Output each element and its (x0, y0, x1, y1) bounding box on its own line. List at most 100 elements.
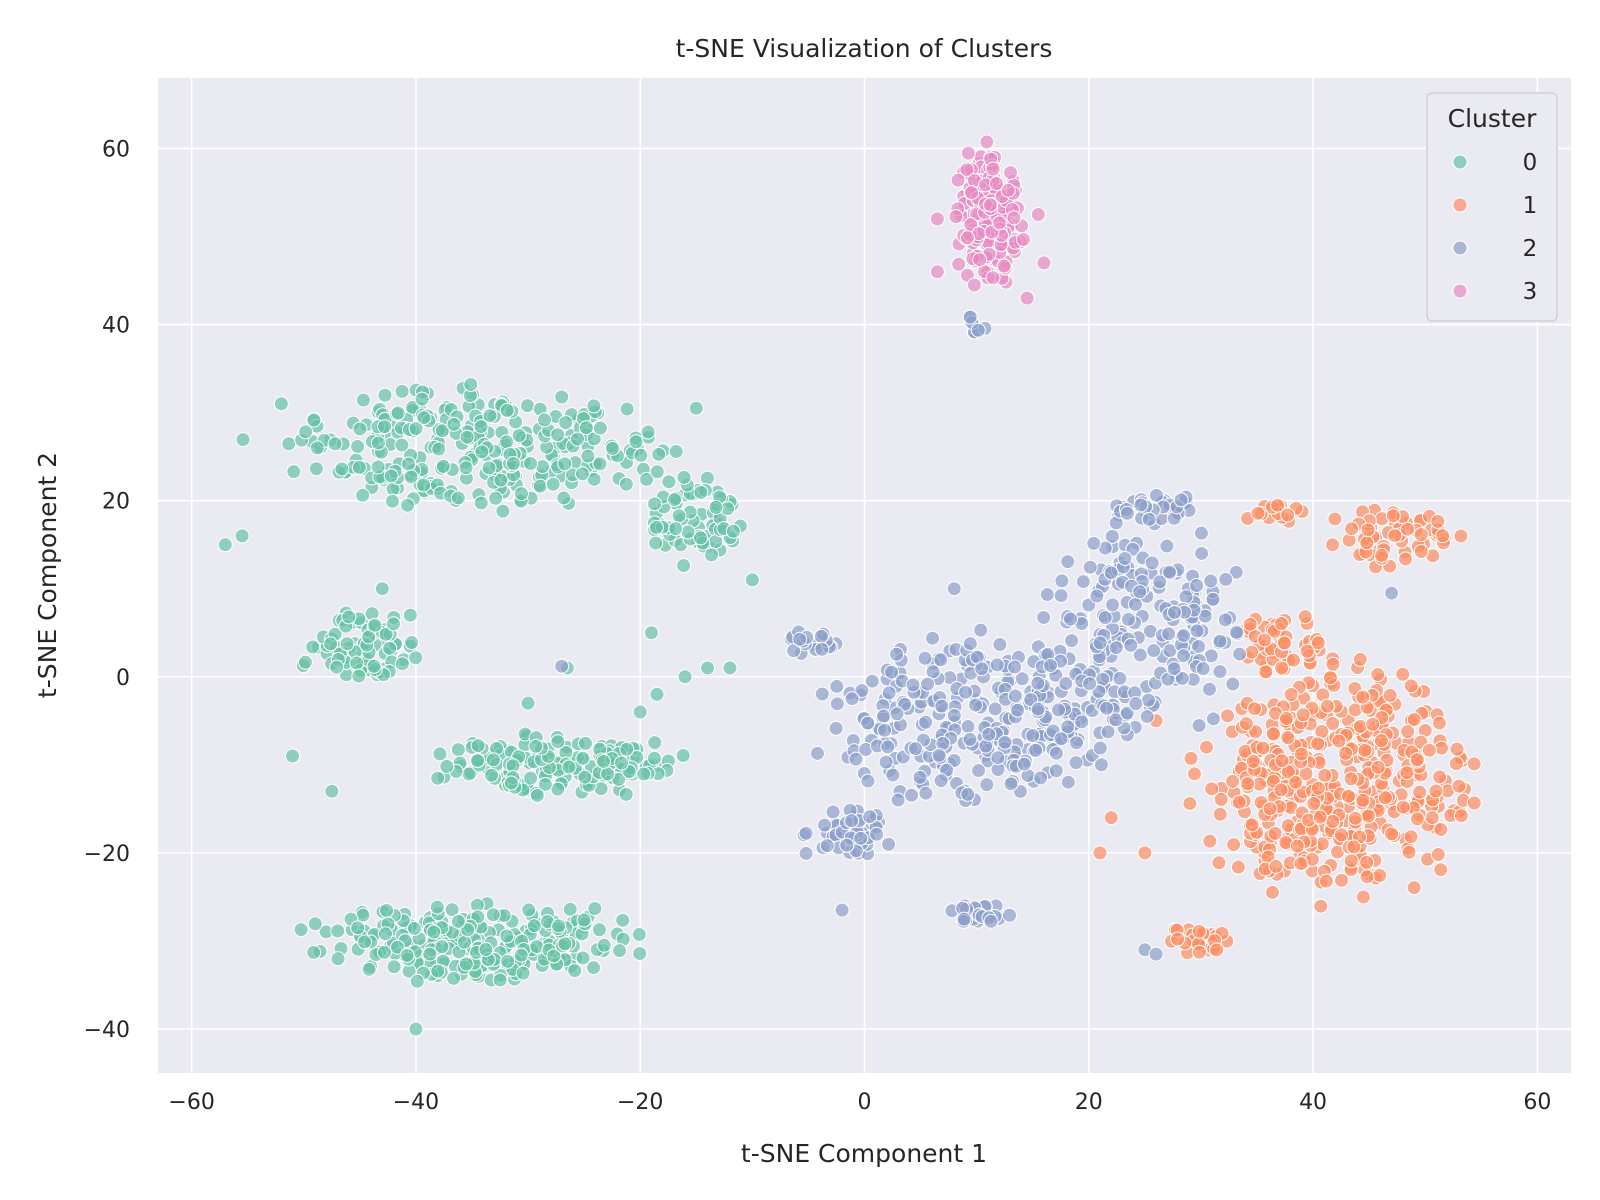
scatter-point-cluster-1 (1317, 767, 1333, 783)
scatter-point-cluster-0 (633, 447, 649, 463)
scatter-point-cluster-2 (1060, 719, 1076, 735)
scatter-point-cluster-2 (960, 718, 976, 734)
scatter-point-cluster-0 (643, 625, 659, 641)
scatter-point-cluster-1 (1202, 833, 1218, 849)
scatter-point-cluster-2 (1092, 740, 1108, 756)
scatter-point-cluster-0 (520, 398, 536, 414)
scatter-point-cluster-2 (1140, 692, 1156, 708)
scatter-point-cluster-0 (399, 947, 415, 963)
scatter-point-cluster-2 (1103, 565, 1119, 581)
scatter-point-cluster-2 (933, 773, 949, 789)
scatter-point-cluster-2 (1014, 671, 1030, 687)
scatter-point-cluster-2 (825, 804, 841, 820)
y-tick-label: 60 (102, 137, 130, 162)
scatter-point-cluster-2 (918, 714, 934, 730)
scatter-point-cluster-0 (474, 444, 490, 460)
scatter-point-cluster-3 (960, 145, 976, 161)
scatter-point-cluster-0 (329, 659, 345, 675)
scatter-point-cluster-0 (361, 961, 377, 977)
scatter-point-cluster-0 (273, 396, 289, 412)
scatter-point-cluster-0 (306, 944, 322, 960)
scatter-point-cluster-0 (605, 440, 621, 456)
scatter-point-cluster-0 (376, 944, 392, 960)
scatter-point-cluster-3 (929, 211, 945, 227)
scatter-point-cluster-1 (1213, 791, 1229, 807)
scatter-point-cluster-2 (1384, 585, 1400, 601)
scatter-point-cluster-1 (1355, 792, 1371, 808)
scatter-point-cluster-2 (1060, 554, 1076, 570)
scatter-point-cluster-1 (1331, 733, 1347, 749)
scatter-point-cluster-1 (1343, 853, 1359, 869)
scatter-point-cluster-0 (355, 392, 371, 408)
scatter-point-cluster-0 (648, 519, 664, 535)
scatter-point-cluster-2 (1205, 591, 1221, 607)
scatter-point-cluster-1 (1451, 778, 1467, 794)
scatter-point-cluster-0 (482, 408, 498, 424)
scatter-point-cluster-1 (1293, 746, 1309, 762)
scatter-point-cluster-0 (350, 438, 366, 454)
scatter-point-cluster-0 (550, 427, 566, 443)
scatter-point-cluster-0 (446, 416, 462, 432)
scatter-point-cluster-1 (1230, 859, 1246, 875)
scatter-point-cluster-0 (366, 658, 382, 674)
scatter-point-cluster-1 (1186, 766, 1202, 782)
scatter-point-cluster-1 (1377, 790, 1393, 806)
scatter-point-cluster-3 (950, 172, 966, 188)
scatter-point-cluster-2 (997, 734, 1013, 750)
scatter-point-cluster-1 (1325, 813, 1341, 829)
scatter-point-cluster-0 (439, 758, 455, 774)
scatter-point-cluster-2 (1201, 681, 1217, 697)
scatter-point-cluster-1 (1333, 827, 1349, 843)
scatter-point-cluster-1 (1295, 707, 1311, 723)
scatter-point-cluster-1 (1137, 845, 1153, 861)
scatter-point-cluster-2 (1232, 646, 1248, 662)
scatter-point-cluster-2 (1030, 675, 1046, 691)
scatter-points (217, 134, 1482, 1037)
scatter-point-cluster-3 (959, 230, 975, 246)
scatter-point-cluster-1 (1199, 739, 1215, 755)
scatter-point-cluster-0 (586, 960, 602, 976)
scatter-point-cluster-2 (992, 637, 1008, 653)
scatter-point-cluster-1 (1413, 544, 1429, 560)
scatter-point-cluster-0 (596, 937, 612, 953)
y-tick-label: 20 (102, 490, 130, 515)
x-tick-label: −20 (617, 1090, 663, 1115)
scatter-point-cluster-1 (1352, 718, 1368, 734)
scatter-point-cluster-2 (1082, 559, 1098, 575)
scatter-point-cluster-0 (405, 399, 421, 415)
scatter-point-cluster-3 (989, 175, 1005, 191)
scatter-point-cluster-1 (1325, 656, 1341, 672)
scatter-point-cluster-1 (1466, 795, 1482, 811)
scatter-point-cluster-0 (587, 901, 603, 917)
scatter-point-cluster-0 (470, 738, 486, 754)
scatter-point-cluster-1 (1387, 528, 1403, 544)
legend-marker-cluster-1 (1452, 197, 1468, 213)
scatter-point-cluster-0 (386, 959, 402, 975)
scatter-point-cluster-2 (1141, 511, 1157, 527)
scatter-point-cluster-2 (881, 836, 897, 852)
scatter-point-cluster-1 (1359, 854, 1375, 870)
scatter-point-cluster-0 (394, 656, 410, 672)
scatter-point-cluster-2 (878, 754, 894, 770)
scatter-point-cluster-0 (450, 490, 466, 506)
scatter-point-cluster-2 (1108, 640, 1124, 656)
scatter-point-cluster-2 (1119, 705, 1135, 721)
scatter-point-cluster-0 (591, 922, 607, 938)
scatter-point-cluster-2 (962, 731, 978, 747)
scatter-point-cluster-2 (854, 682, 870, 698)
scatter-point-cluster-2 (862, 809, 878, 825)
scatter-point-cluster-2 (1007, 659, 1023, 675)
scatter-point-cluster-0 (434, 423, 450, 439)
scatter-point-cluster-1 (1211, 855, 1227, 871)
scatter-point-cluster-0 (499, 434, 515, 450)
scatter-point-cluster-1 (1338, 745, 1354, 761)
scatter-point-cluster-2 (828, 720, 844, 736)
y-tick-label: 40 (102, 314, 130, 339)
scatter-point-cluster-2 (1148, 946, 1164, 962)
scatter-point-cluster-0 (382, 640, 398, 656)
scatter-point-cluster-0 (677, 669, 693, 685)
scatter-point-cluster-2 (1016, 756, 1032, 772)
scatter-point-cluster-1 (1293, 856, 1309, 872)
scatter-point-cluster-2 (1089, 588, 1105, 604)
scatter-point-cluster-1 (1395, 799, 1411, 815)
